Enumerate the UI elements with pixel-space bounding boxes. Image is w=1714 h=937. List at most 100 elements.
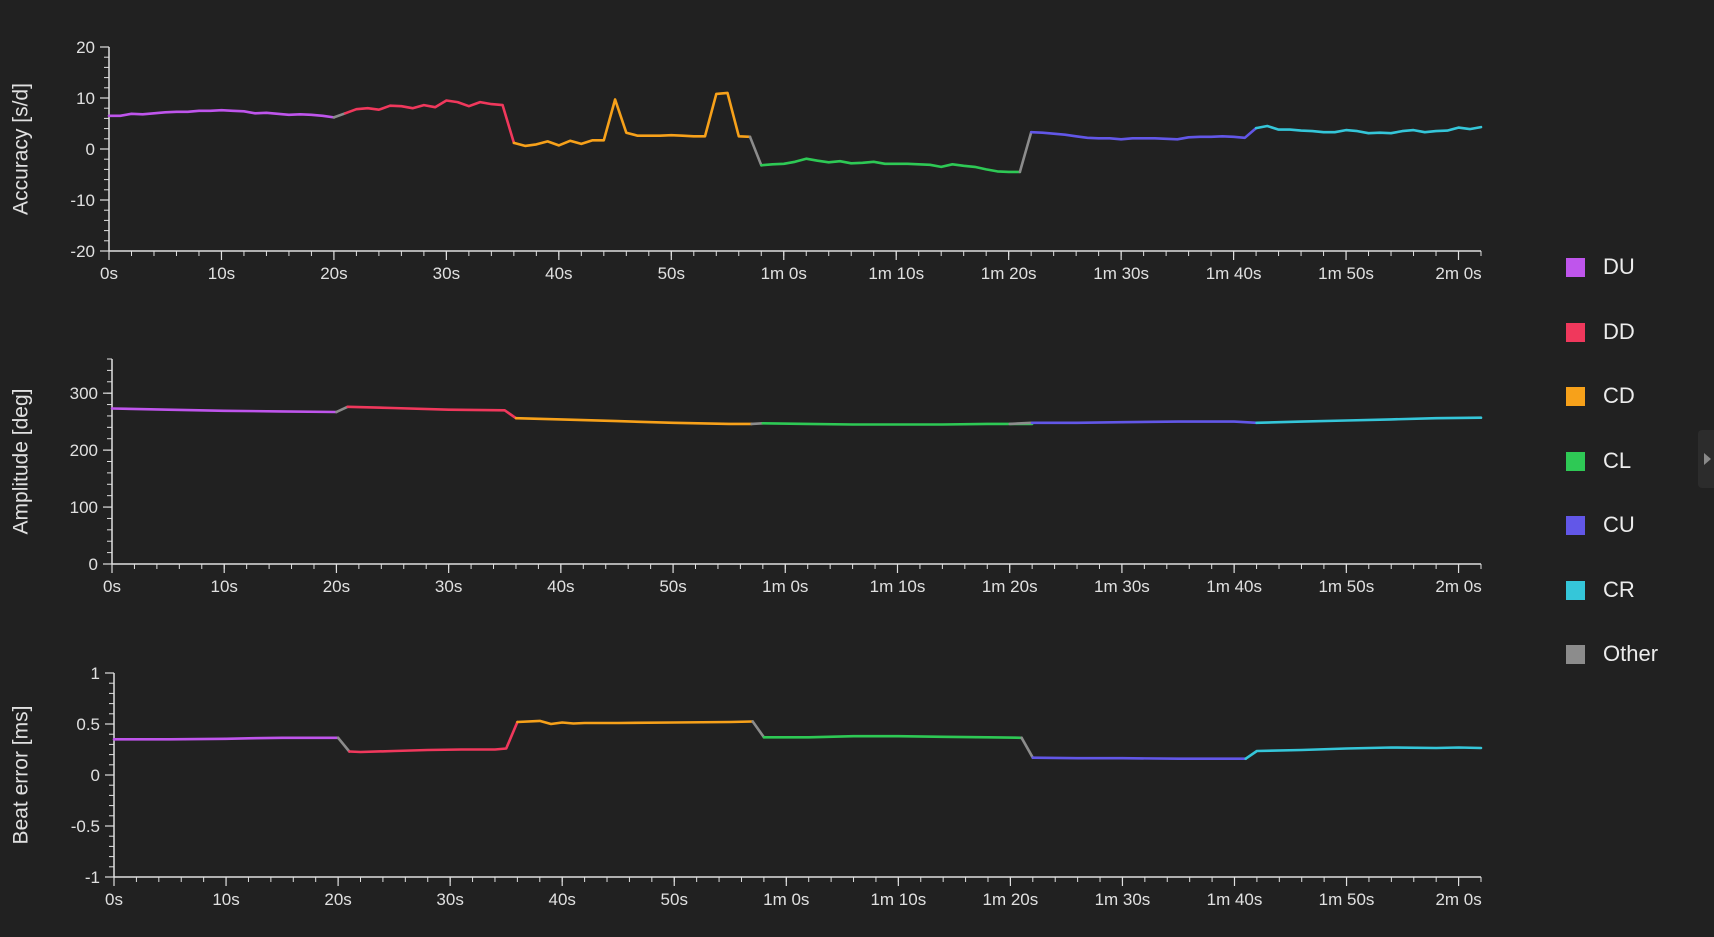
y-tick-label: 20	[76, 38, 95, 57]
x-tick-label: 1m 50s	[1318, 577, 1374, 596]
x-tick-label: 30s	[435, 577, 462, 596]
series-line-other	[335, 405, 349, 414]
series-line-cl	[760, 157, 1022, 174]
x-tick-label: 1m 0s	[762, 577, 808, 596]
x-tick-label: 1m 0s	[763, 890, 809, 909]
x-tick-label: 0s	[105, 890, 123, 909]
x-tick-label: 2m 0s	[1435, 890, 1481, 909]
chart-1: 20 10 0 -10 -20 0s 10s 20s 30s 40s 50s 1m 0s 1m 10s 1…	[10, 38, 1483, 283]
series-line-other	[1020, 736, 1035, 759]
y-tick-label: 100	[70, 498, 98, 517]
series-line-other	[748, 135, 763, 167]
chart-2: 300 200 100 0 0s 10s 20s 30s 40s 50s 1m 0s 1m 10s 1m…	[10, 358, 1483, 596]
series-line-cu	[1029, 126, 1258, 141]
series-line-cl	[762, 734, 1023, 740]
x-tick-label: 40s	[548, 890, 575, 909]
x-tick-label: 10s	[208, 264, 235, 283]
legend: DU DD CD CL CU CR Other	[1566, 252, 1696, 704]
y-tick-label: 0	[86, 140, 95, 159]
series-line-cl	[761, 422, 1034, 426]
x-tick-label: 50s	[658, 264, 685, 283]
legend-item-cl[interactable]: CL	[1566, 446, 1696, 511]
x-tick-label: 40s	[545, 264, 572, 283]
legend-swatch-cr	[1566, 580, 1585, 600]
legend-item-cu[interactable]: CU	[1566, 510, 1696, 575]
x-tick-label: 1m 0s	[761, 264, 807, 283]
x-tick-label: 1m 10s	[868, 264, 924, 283]
chevron-right-icon	[1704, 453, 1711, 465]
series-line-cd	[512, 91, 752, 148]
y-tick-label: -0.5	[71, 817, 100, 836]
series-line-other	[751, 720, 766, 739]
x-tick-label: 30s	[436, 890, 463, 909]
x-tick-label: 1m 30s	[1094, 577, 1150, 596]
x-tick-label: 20s	[324, 890, 351, 909]
y-axis-label: Beat error [ms]	[10, 706, 33, 845]
legend-label-other: Other	[1603, 641, 1659, 666]
side-panel-toggle[interactable]	[1698, 430, 1714, 488]
legend-label-cd: CD	[1603, 383, 1635, 408]
legend-swatch-other	[1566, 645, 1585, 664]
series-line-cd	[516, 719, 754, 726]
x-tick-label: 50s	[659, 577, 686, 596]
series-line-other	[336, 736, 351, 753]
y-tick-label: 0.5	[76, 715, 100, 734]
legend-swatch-cl	[1566, 451, 1585, 471]
y-tick-label: 300	[70, 384, 98, 403]
series-line-cr	[1254, 124, 1483, 135]
x-tick-label: 1m 20s	[983, 890, 1039, 909]
x-tick-label: 1m 20s	[981, 264, 1037, 283]
y-tick-label: 0	[91, 766, 100, 785]
series-line-du	[110, 407, 338, 414]
series-line-cd	[514, 416, 753, 426]
series-line-other	[332, 112, 347, 119]
legend-label-du: DU	[1603, 254, 1635, 279]
y-tick-label: -1	[85, 868, 100, 887]
x-tick-label: 20s	[323, 577, 350, 596]
x-tick-label: 0s	[103, 577, 121, 596]
legend-item-cr[interactable]: CR	[1566, 575, 1696, 640]
legend-label-cl: CL	[1603, 447, 1632, 473]
x-tick-label: 2m 0s	[1435, 264, 1481, 283]
series-line-cr	[1255, 416, 1483, 425]
x-tick-label: 40s	[547, 577, 574, 596]
legend-label-cu: CU	[1603, 512, 1635, 537]
legend-item-cd[interactable]: CD	[1566, 381, 1696, 446]
legend-swatch-dd	[1566, 322, 1585, 342]
series-line-du	[107, 108, 336, 119]
x-tick-label: 1m 40s	[1206, 577, 1262, 596]
series-line-du	[112, 736, 340, 741]
series-line-cu	[1030, 420, 1258, 425]
series-line-cr	[1244, 746, 1483, 760]
legend-label-dd: DD	[1603, 318, 1635, 344]
series-line-dd	[346, 405, 518, 420]
legend-swatch-cu	[1566, 516, 1585, 535]
y-tick-label: 200	[70, 441, 98, 460]
y-tick-label: 10	[76, 89, 95, 108]
series-line-dd	[348, 720, 519, 754]
series-line-other	[1018, 130, 1033, 174]
x-tick-label: 1m 50s	[1318, 264, 1374, 283]
series-line-dd	[343, 99, 516, 145]
x-tick-label: 30s	[433, 264, 460, 283]
x-tick-label: 10s	[211, 577, 238, 596]
y-tick-label: -20	[70, 242, 95, 261]
y-tick-label: 0	[89, 555, 98, 574]
x-tick-label: 2m 0s	[1435, 577, 1481, 596]
x-tick-label: 1m 10s	[870, 890, 926, 909]
x-tick-label: 10s	[212, 890, 239, 909]
legend-item-other[interactable]: Other	[1566, 639, 1696, 704]
chart-3: 1 0.5 0 -0.5 -1 0s 10s 20s 30s 40s 50s 1m 0s 1m 10s 1…	[10, 664, 1483, 909]
y-tick-label: -10	[70, 191, 95, 210]
legend-item-dd[interactable]: DD	[1566, 317, 1696, 382]
series-line-other	[1008, 421, 1034, 426]
x-tick-label: 1m 20s	[982, 577, 1038, 596]
legend-label-cr: CR	[1603, 576, 1635, 602]
y-tick-label: 1	[91, 664, 100, 683]
legend-item-du[interactable]: DU	[1566, 252, 1696, 317]
x-tick-label: 1m 50s	[1319, 890, 1375, 909]
x-tick-label: 1m 40s	[1207, 890, 1263, 909]
x-tick-label: 1m 30s	[1093, 264, 1149, 283]
x-tick-label: 20s	[320, 264, 347, 283]
